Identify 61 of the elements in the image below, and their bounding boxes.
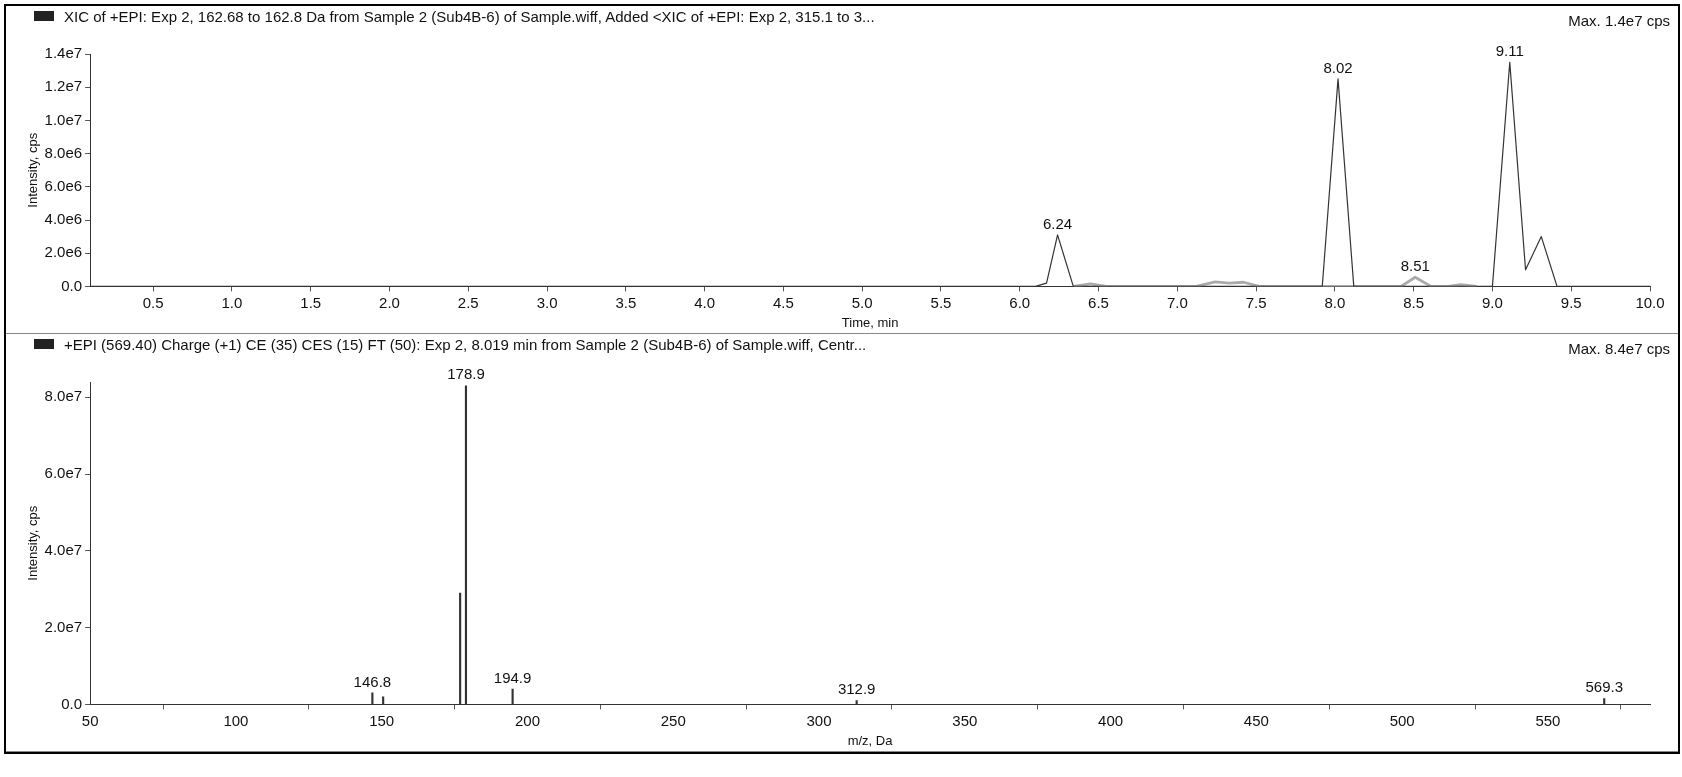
annotation: 194.9 bbox=[493, 668, 532, 686]
x-tick-label: 2.0 bbox=[379, 293, 400, 311]
chart-subtitle: Max. 8.4e7 cps bbox=[1568, 339, 1670, 359]
x-tick-label: 500 bbox=[1389, 711, 1415, 729]
annotation: 9.11 bbox=[1495, 41, 1524, 59]
annotation: 6.24 bbox=[1042, 214, 1073, 232]
annotation: 146.8 bbox=[353, 672, 392, 690]
x-tick-label: 1.0 bbox=[221, 293, 243, 311]
x-tick-label: 100 bbox=[223, 711, 249, 729]
annotation: 178.9 bbox=[447, 365, 485, 383]
x-tick-label: 2.5 bbox=[457, 293, 479, 311]
x-tick-label: 4.0 bbox=[694, 293, 716, 311]
y-tick-label: 2.0e7 bbox=[44, 617, 83, 635]
y-tick-label: 1.4e7 bbox=[44, 44, 83, 62]
annotation: 8.51 bbox=[1400, 256, 1430, 274]
x-tick-label: 300 bbox=[806, 711, 832, 729]
y-tick-label: 8.0e6 bbox=[44, 143, 83, 161]
y-tick-label: 8.0e7 bbox=[44, 387, 83, 405]
y-axis-title: Intensity, cps bbox=[25, 505, 41, 581]
x-tick-label: 7.0 bbox=[1166, 293, 1188, 311]
y-tick-label: 0.0 bbox=[61, 276, 83, 294]
x-tick-label: 0.5 bbox=[142, 293, 164, 311]
x-tick-label: 200 bbox=[514, 711, 540, 729]
chart-subtitle: Max. 1.4e7 cps bbox=[1568, 11, 1670, 31]
x-tick-label: 1.5 bbox=[300, 293, 322, 311]
annotation: 312.9 bbox=[837, 680, 876, 698]
y-axis-title: Intensity, cps bbox=[25, 132, 41, 208]
y-tick-label: 4.0e6 bbox=[44, 210, 83, 228]
x-axis-title: Time, min bbox=[841, 314, 899, 330]
x-tick-label: 7.5 bbox=[1245, 293, 1267, 311]
y-tick-label: 1.0e7 bbox=[44, 110, 83, 128]
x-tick-label: 50 bbox=[81, 711, 99, 729]
x-tick-label: 5.0 bbox=[851, 293, 873, 311]
y-tick-label: 6.0e7 bbox=[44, 464, 83, 482]
chart-title: +EPI (569.40) Charge (+1) CE (35) CES (15) FT (50): Exp 2, 8.019 min from Sample 2 (Sub4B-6) of Sample.wiff, Centr... bbox=[64, 335, 867, 355]
y-tick-label: 4.0e7 bbox=[44, 541, 83, 559]
x-tick-label: 400 bbox=[1098, 711, 1124, 729]
annotation: 8.02 bbox=[1323, 58, 1353, 76]
x-tick-label: 6.5 bbox=[1088, 293, 1109, 311]
x-tick-label: 9.0 bbox=[1482, 293, 1503, 311]
x-tick-label: 8.5 bbox=[1403, 293, 1425, 311]
x-tick-label: 9.5 bbox=[1560, 293, 1582, 311]
x-tick-label: 3.0 bbox=[536, 293, 558, 311]
y-tick-label: 6.0e6 bbox=[44, 176, 83, 194]
chart-title: XIC of +EPI: Exp 2, 162.68 to 162.8 Da from Sample 2 (Sub4B-6) of Sample.wiff, Added <XIC of +EPI: Exp 2, 315.1 to 3... bbox=[64, 7, 875, 27]
x-tick-label: 350 bbox=[952, 711, 978, 729]
x-tick-label: 150 bbox=[369, 711, 395, 729]
x-tick-label: 4.5 bbox=[772, 293, 794, 311]
y-tick-label: 0.0 bbox=[61, 694, 83, 712]
x-tick-label: 550 bbox=[1535, 711, 1561, 729]
x-tick-label: 8.0 bbox=[1324, 293, 1346, 311]
x-tick-label: 3.5 bbox=[615, 293, 637, 311]
x-tick-label: 10.0 bbox=[1635, 293, 1665, 311]
y-tick-label: 1.2e7 bbox=[44, 77, 83, 95]
y-tick-label: 2.0e6 bbox=[44, 243, 83, 261]
x-axis-title: m/z, Da bbox=[847, 732, 894, 748]
annotation: 569.3 bbox=[1585, 678, 1623, 696]
x-tick-label: 450 bbox=[1243, 711, 1269, 729]
x-tick-label: 250 bbox=[660, 711, 686, 729]
x-tick-label: 5.5 bbox=[930, 293, 952, 311]
x-tick-label: 6.0 bbox=[1009, 293, 1031, 311]
